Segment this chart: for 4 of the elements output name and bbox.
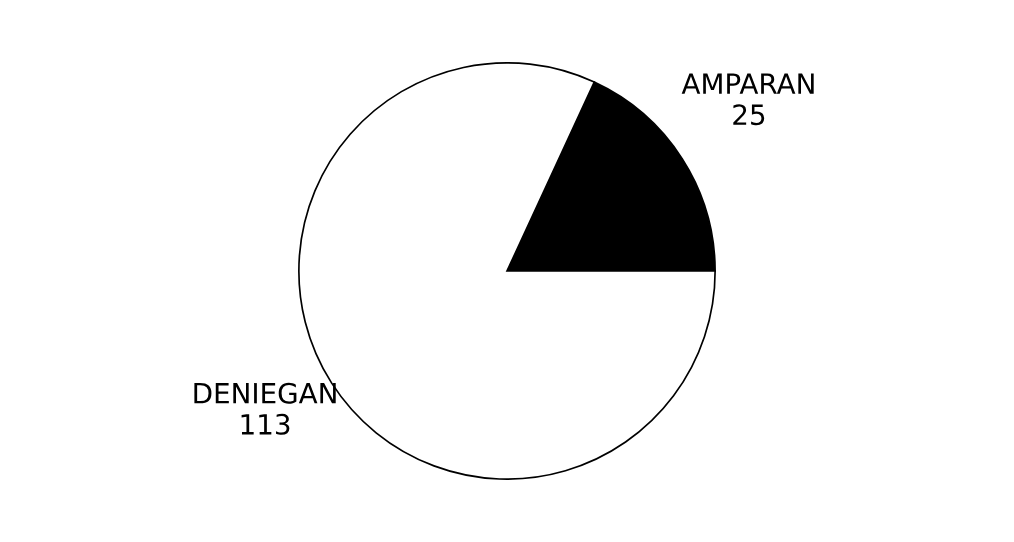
data-label: 25 [733,104,765,126]
slice-label: DENIEGAN [194,382,336,404]
data-label: 113 [241,413,290,435]
slice-label: AMPARAN [681,73,814,94]
